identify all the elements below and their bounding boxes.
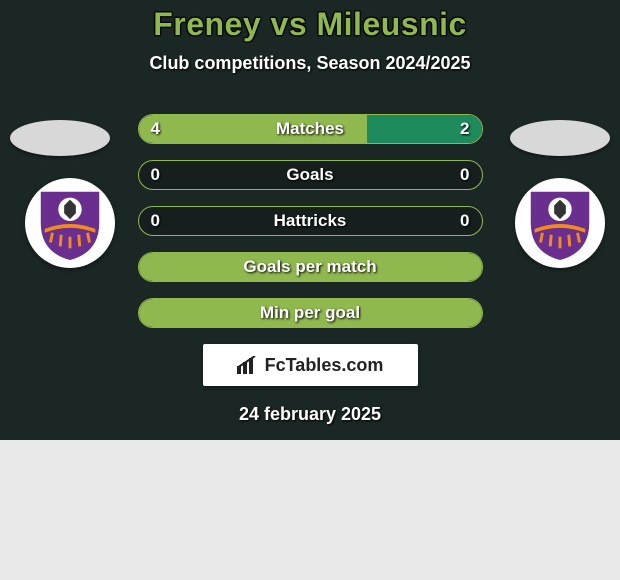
stat-label: Matches: [139, 115, 482, 143]
perth-glory-crest-icon: [521, 184, 599, 262]
bg-bottom: [0, 440, 620, 580]
perth-glory-crest-icon: [31, 184, 109, 262]
stat-label: Min per goal: [139, 299, 482, 327]
branding-text: FcTables.com: [265, 355, 384, 376]
club-logo-right: [515, 178, 605, 268]
stat-row: Min per goal: [138, 298, 483, 328]
comparison-stats: 42Matches 00Goals 00Hattricks Goals per mat…: [138, 114, 483, 328]
stat-label: Goals: [139, 161, 482, 189]
content: Freney vs Mileusnic Club competitions, S…: [0, 0, 620, 425]
bar-chart-icon: [237, 356, 259, 374]
player-photo-placeholder-right: [510, 120, 610, 156]
stat-label: Hattricks: [139, 207, 482, 235]
stat-row: 00Hattricks: [138, 206, 483, 236]
stat-row: Goals per match: [138, 252, 483, 282]
page-title: Freney vs Mileusnic: [0, 6, 620, 43]
club-logo-left: [25, 178, 115, 268]
snapshot-date: 24 february 2025: [0, 404, 620, 425]
branding-badge: FcTables.com: [203, 344, 418, 386]
player-photo-placeholder-left: [10, 120, 110, 156]
stat-label: Goals per match: [139, 253, 482, 281]
stat-row: 00Goals: [138, 160, 483, 190]
stat-row: 42Matches: [138, 114, 483, 144]
subtitle: Club competitions, Season 2024/2025: [0, 53, 620, 74]
